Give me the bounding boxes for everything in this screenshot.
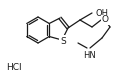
Text: O: O <box>102 16 109 25</box>
Text: S: S <box>60 37 66 46</box>
Text: HCl: HCl <box>6 64 22 72</box>
Text: OH: OH <box>96 8 109 17</box>
Text: HN: HN <box>84 51 96 60</box>
